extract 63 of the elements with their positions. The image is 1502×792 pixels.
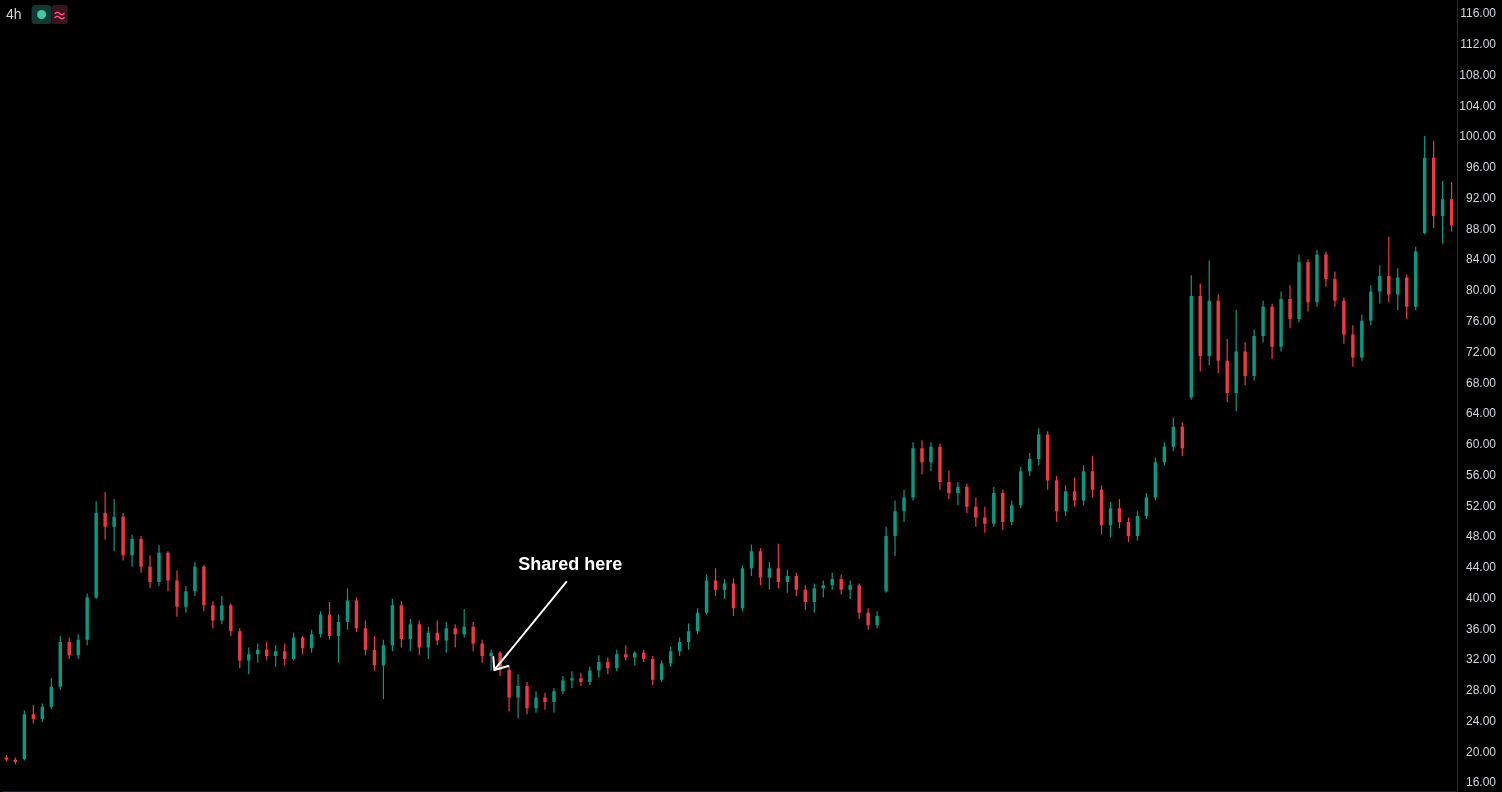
candlestick <box>1261 300 1265 343</box>
candlestick <box>1324 251 1328 287</box>
candlestick <box>193 562 197 596</box>
candlestick <box>929 442 933 472</box>
candlestick <box>552 688 556 713</box>
y-tick-label: 52.00 <box>1465 498 1497 513</box>
y-tick-label: 96.00 <box>1465 160 1497 175</box>
y-tick-label: 32.00 <box>1465 652 1497 667</box>
y-tick-label: 28.00 <box>1465 683 1497 698</box>
candlestick <box>1333 271 1337 307</box>
y-tick-label: 84.00 <box>1465 252 1497 267</box>
candlestick <box>175 570 179 617</box>
y-tick-label: 60.00 <box>1465 437 1497 452</box>
y-tick-label: 116.00 <box>1460 6 1497 21</box>
y-tick-label: 44.00 <box>1465 560 1497 575</box>
candlestick <box>1306 259 1310 312</box>
y-tick-label: 80.00 <box>1465 283 1497 298</box>
y-tick-label: 40.00 <box>1465 590 1497 605</box>
candlestick <box>148 555 152 589</box>
y-tick-label: 24.00 <box>1465 713 1497 728</box>
y-tick-label: 108.00 <box>1459 67 1497 82</box>
y-tick-label: 68.00 <box>1465 375 1497 390</box>
candlestick <box>983 506 987 533</box>
candlestick <box>1297 254 1301 323</box>
candlestick <box>184 585 188 613</box>
chart-title: 4h <box>6 6 22 22</box>
candlestick <box>570 671 574 689</box>
candlestick <box>938 443 942 490</box>
y-tick-label: 48.00 <box>1465 529 1497 544</box>
candlestick <box>121 512 125 561</box>
candlestick <box>1315 249 1319 307</box>
y-tick-label: 56.00 <box>1465 467 1497 482</box>
y-tick-label: 64.00 <box>1465 406 1497 421</box>
y-tick-label: 100.00 <box>1459 129 1497 144</box>
candlestick <box>947 470 951 500</box>
candlestick <box>166 551 170 592</box>
candlestick <box>902 489 906 523</box>
y-tick-label: 104.00 <box>1459 98 1497 113</box>
y-tick-label: 88.00 <box>1465 221 1497 236</box>
candlestick <box>157 545 161 586</box>
candlestick <box>534 691 538 713</box>
candlestick <box>543 692 547 710</box>
candlestick <box>516 674 520 719</box>
y-tick-label: 112.00 <box>1460 37 1497 52</box>
y-tick-label: 72.00 <box>1465 344 1497 359</box>
y-tick-label: 36.00 <box>1465 621 1497 636</box>
y-tick-label: 76.00 <box>1465 313 1497 328</box>
candlestick <box>507 665 511 712</box>
candlestick <box>139 535 143 573</box>
candlestick <box>561 675 565 695</box>
candlestick <box>1270 303 1274 360</box>
y-tick-label: 16.00 <box>1465 775 1497 790</box>
candlestick <box>884 526 888 593</box>
candlestick <box>1279 291 1283 352</box>
candlestick <box>130 534 134 567</box>
candlestick <box>893 500 897 556</box>
y-tick-label: 20.00 <box>1465 744 1497 759</box>
candlestick <box>920 440 924 475</box>
candlestick <box>1288 285 1292 329</box>
candlestick <box>525 682 529 715</box>
y-tick-label: 92.00 <box>1465 190 1497 205</box>
annotation: Shared here <box>518 553 623 574</box>
candlestick <box>911 442 915 501</box>
